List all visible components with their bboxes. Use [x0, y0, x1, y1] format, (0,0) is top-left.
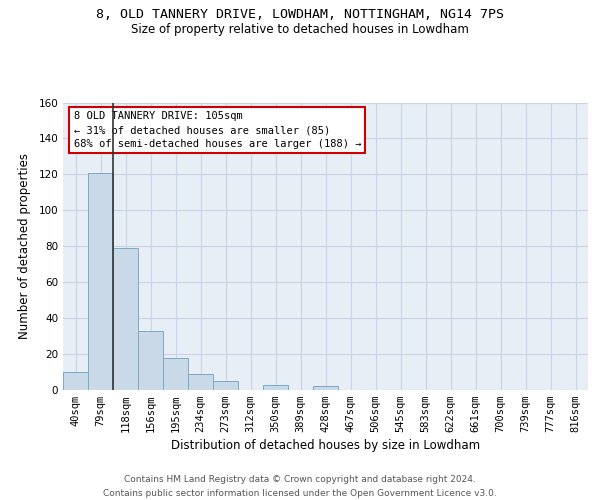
- Bar: [188, 374, 213, 390]
- Bar: [163, 358, 188, 390]
- Bar: [313, 386, 338, 390]
- Bar: [213, 381, 238, 390]
- Bar: [113, 248, 138, 390]
- X-axis label: Distribution of detached houses by size in Lowdham: Distribution of detached houses by size …: [171, 440, 480, 452]
- Y-axis label: Number of detached properties: Number of detached properties: [19, 153, 31, 340]
- Text: 8 OLD TANNERY DRIVE: 105sqm
← 31% of detached houses are smaller (85)
68% of sem: 8 OLD TANNERY DRIVE: 105sqm ← 31% of det…: [74, 111, 361, 149]
- Bar: [63, 372, 88, 390]
- Text: Contains HM Land Registry data © Crown copyright and database right 2024.
Contai: Contains HM Land Registry data © Crown c…: [103, 476, 497, 498]
- Text: 8, OLD TANNERY DRIVE, LOWDHAM, NOTTINGHAM, NG14 7PS: 8, OLD TANNERY DRIVE, LOWDHAM, NOTTINGHA…: [96, 8, 504, 20]
- Bar: [88, 172, 113, 390]
- Bar: [263, 384, 288, 390]
- Text: Size of property relative to detached houses in Lowdham: Size of property relative to detached ho…: [131, 22, 469, 36]
- Bar: [138, 330, 163, 390]
